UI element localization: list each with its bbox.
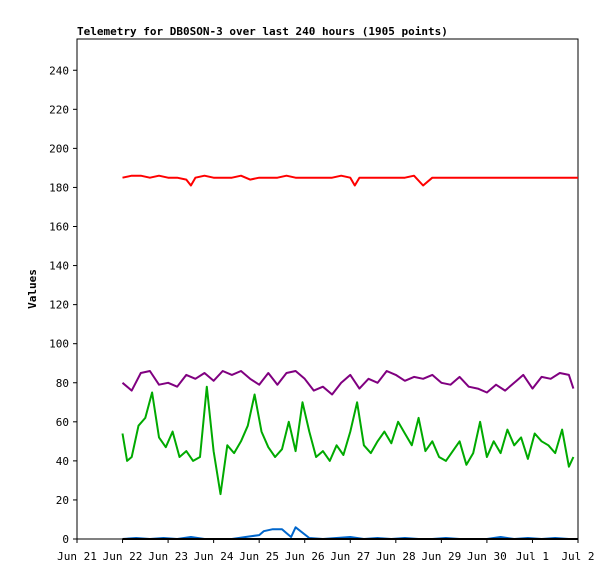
y-tick-label: 140	[49, 260, 69, 273]
x-tick-label: Jun 27	[330, 550, 370, 563]
y-axis-ticks: 0 20 40 60 80 100 120 140 160 180 200 220 240	[49, 64, 77, 546]
series-line-2	[121, 370, 575, 396]
y-tick-label: 60	[56, 416, 69, 429]
series-line-1	[122, 174, 578, 187]
x-tick-label: Jun 28	[376, 550, 416, 563]
x-tick-label: Jun 30	[467, 550, 507, 563]
x-tick-label: Jun 21	[57, 550, 97, 563]
x-axis-ticks: Jun 21 Jun 22 Jun 23 Jun 24 Jun 25 Jun 26 Jun …	[57, 539, 595, 563]
x-tick-label: Jun 29	[421, 550, 461, 563]
y-tick-label: 180	[49, 181, 69, 194]
series-line-4	[122, 526, 574, 540]
x-tick-label: Jun 25	[239, 550, 279, 563]
y-tick-label: 0	[62, 533, 69, 546]
series-group	[121, 174, 578, 540]
chart-title: Telemetry for DB0SON-3 over last 240 hou…	[77, 25, 448, 38]
y-tick-label: 200	[49, 142, 69, 155]
y-tick-label: 220	[49, 103, 69, 116]
plot-frame	[76, 38, 579, 540]
y-tick-label: 40	[56, 455, 69, 468]
x-tick-label: Jun 24	[194, 550, 234, 563]
x-tick-label: Jun 23	[148, 550, 188, 563]
y-tick-label: 240	[49, 64, 69, 77]
y-tick-label: 100	[49, 338, 69, 351]
y-tick-label: 160	[49, 221, 69, 234]
x-tick-label: Jun 22	[103, 550, 143, 563]
y-tick-label: 120	[49, 299, 69, 312]
x-tick-label: Jul 2	[561, 550, 594, 563]
x-tick-label: Jun 26	[285, 550, 325, 563]
y-tick-label: 80	[56, 377, 69, 390]
series-line-3	[121, 385, 575, 496]
y-tick-label: 20	[56, 494, 69, 507]
x-tick-label: Jul 1	[516, 550, 549, 563]
y-axis-label: Values	[26, 269, 39, 309]
